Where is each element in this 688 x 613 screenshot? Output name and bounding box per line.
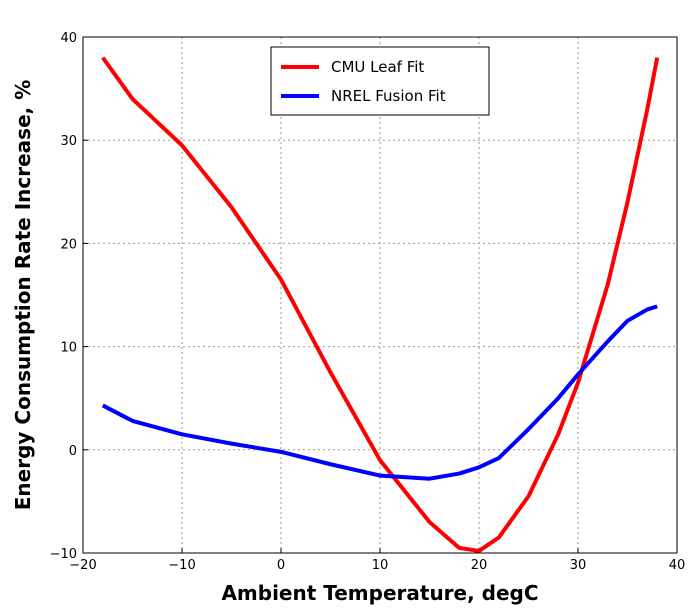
legend-label: CMU Leaf Fit: [331, 58, 424, 76]
legend-box: [270, 46, 490, 116]
y-tick-label: 30: [60, 134, 77, 149]
y-tick-label: 20: [60, 237, 77, 252]
y-tick-label: −10: [50, 547, 77, 562]
data-line: [101, 304, 658, 481]
y-tick-label: 40: [60, 31, 77, 46]
x-tick-label: −20: [69, 558, 96, 573]
x-tick-label: 30: [570, 558, 587, 573]
plot-frame: [82, 36, 678, 554]
data-line: [101, 56, 660, 553]
x-tick-label: 0: [277, 558, 285, 573]
x-axis-label: Ambient Temperature, degC: [221, 581, 538, 605]
legend-label: NREL Fusion Fit: [331, 87, 446, 105]
x-tick-label: 10: [372, 558, 389, 573]
x-tick-label: −10: [168, 558, 195, 573]
y-tick-label: 0: [69, 444, 77, 459]
y-tick-label: 10: [60, 341, 77, 356]
x-tick-label: 40: [669, 558, 686, 573]
x-tick-label: 20: [471, 558, 488, 573]
y-axis-label: Energy Consumption Rate Increase, %: [11, 80, 35, 510]
